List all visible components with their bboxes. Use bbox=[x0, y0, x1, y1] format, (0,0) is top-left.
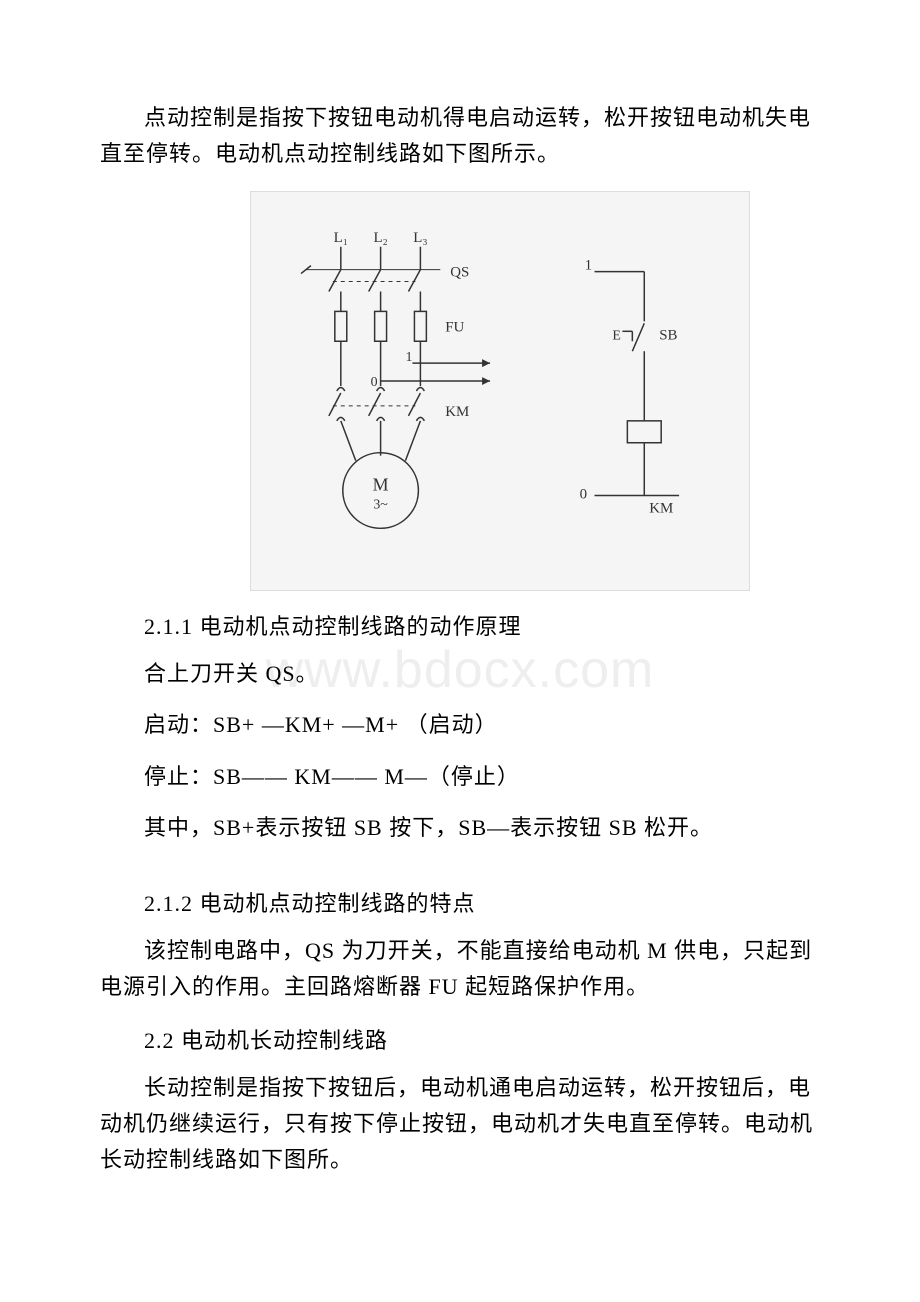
line-note: 其中，SB+表示按钮 SB 按下，SB—表示按钮 SB 松开。 bbox=[100, 809, 820, 846]
label-one-ctrl: 1 bbox=[585, 257, 592, 273]
label-km-ctrl: KM bbox=[649, 500, 673, 516]
label-one-main: 1 bbox=[405, 350, 412, 365]
section-22-title: 2.2 电动机长动控制线路 bbox=[100, 1023, 820, 1059]
document-content: 点动控制是指按下按钮电动机得电启动运转，松开按钮电动机失电直至停转。电动机点动控… bbox=[100, 100, 820, 1179]
section-211-title: 2.1.1 电动机点动控制线路的动作原理 bbox=[100, 609, 820, 645]
para-212: 该控制电路中，QS 为刀开关，不能直接给电动机 M 供电，只起到电源引入的作用。… bbox=[100, 933, 820, 1006]
circuit-diagram: L₁ L₂ L₃ QS FU bbox=[250, 191, 750, 591]
label-m: M bbox=[373, 474, 389, 494]
para-22: 长动控制是指按下按钮后，电动机通电启动运转，松开按钮后，电动机仍继续运行，只有按… bbox=[100, 1070, 820, 1179]
label-m-sub: 3~ bbox=[373, 497, 388, 512]
line-stop: 停止：SB—— KM—— M—（停止） bbox=[100, 758, 820, 795]
label-e: E bbox=[612, 328, 621, 343]
label-zero-main: 0 bbox=[371, 375, 378, 390]
line-start: 启动：SB+ —KM+ —M+ （启动） bbox=[100, 706, 820, 743]
label-l3: L₃ bbox=[413, 229, 427, 245]
label-fu: FU bbox=[445, 319, 464, 335]
label-qs: QS bbox=[450, 264, 469, 280]
circuit-svg: L₁ L₂ L₃ QS FU bbox=[251, 192, 749, 590]
label-sb: SB bbox=[659, 327, 677, 343]
label-l1: L₁ bbox=[334, 229, 348, 245]
line-qs: 合上刀开关 QS。 bbox=[100, 655, 820, 692]
label-zero-ctrl: 0 bbox=[580, 486, 587, 502]
label-km-main: KM bbox=[445, 403, 469, 419]
intro-paragraph: 点动控制是指按下按钮电动机得电启动运转，松开按钮电动机失电直至停转。电动机点动控… bbox=[100, 100, 820, 173]
section-212-title: 2.1.2 电动机点动控制线路的特点 bbox=[100, 886, 820, 922]
label-l2: L₂ bbox=[373, 229, 387, 245]
